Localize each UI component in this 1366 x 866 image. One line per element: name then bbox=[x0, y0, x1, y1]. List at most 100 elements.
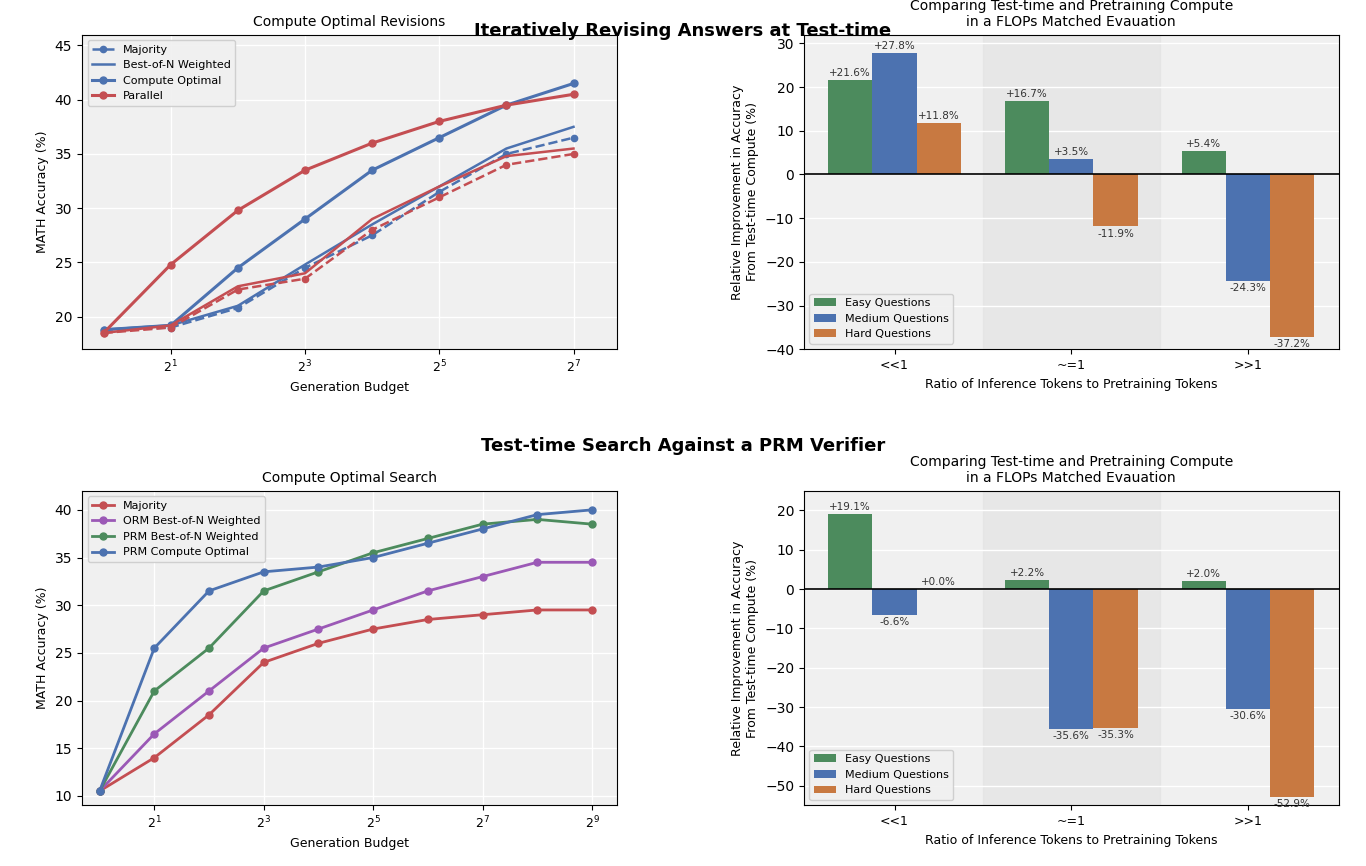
PRM Compute Optimal bbox=[474, 524, 490, 534]
PRM Best-of-N Weighted bbox=[201, 643, 217, 653]
Majority bbox=[310, 638, 326, 649]
PRM Best-of-N Weighted bbox=[365, 547, 381, 558]
Best-of-N Weighted bbox=[229, 301, 246, 311]
Parallel bbox=[499, 100, 515, 110]
Majority bbox=[255, 657, 272, 668]
Parallel bbox=[566, 89, 582, 100]
Text: Iteratively Revising Answers at Test-time: Iteratively Revising Answers at Test-tim… bbox=[474, 22, 892, 40]
Best-of-N Weighted bbox=[96, 325, 112, 335]
Best-of-N Weighted bbox=[566, 121, 582, 132]
Text: -30.6%: -30.6% bbox=[1229, 711, 1266, 721]
PRM Best-of-N Weighted bbox=[529, 514, 545, 525]
X-axis label: Generation Budget: Generation Budget bbox=[290, 837, 408, 850]
Majority bbox=[566, 132, 582, 143]
Bar bbox=[917, 123, 960, 174]
PRM Best-of-N Weighted bbox=[255, 585, 272, 596]
Bar bbox=[828, 80, 873, 174]
Parallel bbox=[96, 327, 112, 338]
Line: PRM Best-of-N Weighted: PRM Best-of-N Weighted bbox=[96, 516, 596, 794]
Y-axis label: MATH Accuracy (%): MATH Accuracy (%) bbox=[36, 131, 49, 253]
Compute Optimal bbox=[96, 325, 112, 335]
Text: +19.1%: +19.1% bbox=[829, 502, 872, 512]
Line: Majority: Majority bbox=[96, 606, 596, 794]
Line: Best-of-N Weighted: Best-of-N Weighted bbox=[104, 126, 574, 330]
PRM Compute Optimal bbox=[583, 505, 600, 515]
Majority bbox=[296, 262, 313, 273]
Bar bbox=[1005, 101, 1049, 174]
PRM Compute Optimal bbox=[146, 643, 163, 653]
ORM Best-of-N Weighted bbox=[310, 624, 326, 634]
Y-axis label: Relative Improvement in Accuracy
From Test-time Compute (%): Relative Improvement in Accuracy From Te… bbox=[731, 84, 759, 300]
PRM Compute Optimal bbox=[529, 509, 545, 520]
Text: -6.6%: -6.6% bbox=[880, 617, 910, 627]
Line: PRM Compute Optimal: PRM Compute Optimal bbox=[96, 507, 596, 794]
Compute Optimal bbox=[163, 320, 179, 331]
PRM Best-of-N Weighted bbox=[583, 519, 600, 529]
Majority bbox=[201, 709, 217, 720]
Compute Optimal bbox=[566, 78, 582, 88]
Title: Comparing Test-time and Pretraining Compute
in a FLOPs Matched Evauation: Comparing Test-time and Pretraining Comp… bbox=[910, 456, 1233, 486]
Text: +2.2%: +2.2% bbox=[1009, 568, 1045, 578]
Legend: Easy Questions, Medium Questions, Hard Questions: Easy Questions, Medium Questions, Hard Q… bbox=[810, 750, 953, 800]
Majority bbox=[96, 325, 112, 335]
ORM Best-of-N Weighted bbox=[529, 557, 545, 567]
Bar bbox=[1093, 589, 1138, 728]
Bar bbox=[1049, 589, 1093, 729]
Text: +0.0%: +0.0% bbox=[921, 577, 956, 587]
Text: +3.5%: +3.5% bbox=[1053, 147, 1089, 157]
ORM Best-of-N Weighted bbox=[474, 572, 490, 582]
Bar bbox=[1270, 589, 1314, 797]
Text: +11.8%: +11.8% bbox=[918, 111, 959, 120]
Compute Optimal bbox=[229, 262, 246, 273]
PRM Compute Optimal bbox=[92, 785, 108, 796]
PRM Compute Optimal bbox=[255, 566, 272, 577]
Bar bbox=[1049, 159, 1093, 174]
Majority bbox=[163, 322, 179, 333]
Bar bbox=[1225, 174, 1270, 281]
Compute Optimal bbox=[296, 214, 313, 224]
Bar bbox=[873, 589, 917, 615]
Bar bbox=[984, 491, 1160, 805]
Text: -52.9%: -52.9% bbox=[1274, 799, 1311, 809]
Line: Parallel: Parallel bbox=[100, 91, 576, 336]
Bar bbox=[1005, 580, 1049, 589]
Majority bbox=[363, 230, 380, 241]
Majority bbox=[499, 149, 515, 159]
Parallel bbox=[432, 116, 448, 126]
Bar bbox=[1093, 174, 1138, 226]
Bar bbox=[1182, 581, 1225, 589]
Line: Compute Optimal: Compute Optimal bbox=[100, 80, 576, 333]
ORM Best-of-N Weighted bbox=[201, 686, 217, 696]
PRM Compute Optimal bbox=[201, 585, 217, 596]
Line: ORM Best-of-N Weighted: ORM Best-of-N Weighted bbox=[96, 559, 596, 794]
PRM Best-of-N Weighted bbox=[419, 533, 436, 544]
Legend: Easy Questions, Medium Questions, Hard Questions: Easy Questions, Medium Questions, Hard Q… bbox=[810, 294, 953, 344]
Text: +5.4%: +5.4% bbox=[1186, 139, 1221, 149]
Text: -35.3%: -35.3% bbox=[1097, 730, 1134, 740]
PRM Compute Optimal bbox=[419, 538, 436, 548]
Majority bbox=[146, 753, 163, 763]
Text: +16.7%: +16.7% bbox=[1007, 89, 1048, 100]
Text: -24.3%: -24.3% bbox=[1229, 283, 1266, 293]
Bar bbox=[984, 35, 1160, 349]
Bar bbox=[1270, 174, 1314, 337]
Majority bbox=[583, 604, 600, 615]
Title: Compute Optimal Search: Compute Optimal Search bbox=[262, 471, 437, 486]
Text: -35.6%: -35.6% bbox=[1053, 731, 1090, 741]
Bar bbox=[828, 514, 873, 589]
X-axis label: Generation Budget: Generation Budget bbox=[290, 381, 408, 394]
PRM Best-of-N Weighted bbox=[310, 566, 326, 577]
Text: -37.2%: -37.2% bbox=[1274, 339, 1311, 349]
Best-of-N Weighted bbox=[363, 219, 380, 229]
PRM Compute Optimal bbox=[310, 562, 326, 572]
PRM Best-of-N Weighted bbox=[474, 519, 490, 529]
ORM Best-of-N Weighted bbox=[419, 585, 436, 596]
Bar bbox=[1182, 151, 1225, 174]
Title: Compute Optimal Revisions: Compute Optimal Revisions bbox=[253, 16, 445, 29]
Compute Optimal bbox=[499, 100, 515, 110]
ORM Best-of-N Weighted bbox=[146, 728, 163, 739]
Best-of-N Weighted bbox=[296, 260, 313, 270]
Majority bbox=[92, 785, 108, 796]
Text: +2.0%: +2.0% bbox=[1187, 569, 1221, 579]
Majority bbox=[365, 624, 381, 634]
